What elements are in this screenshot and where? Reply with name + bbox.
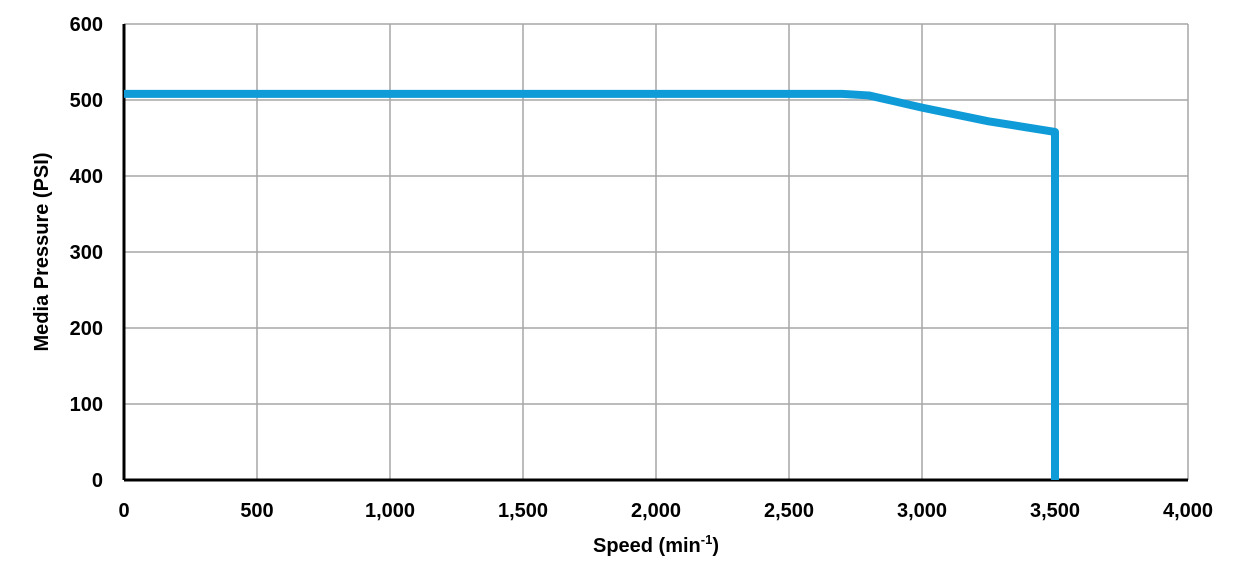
- series-line: [124, 89, 1059, 480]
- x-tick-label: 4,000: [1163, 500, 1213, 522]
- x-axis-label: Speed (min-1): [593, 532, 719, 557]
- y-tick-label: 300: [70, 242, 103, 264]
- y-axis-label: Media Pressure (PSI): [31, 153, 53, 352]
- x-tick-label: 1,500: [498, 500, 548, 522]
- y-tick-label: 500: [70, 90, 103, 112]
- x-tick-label: 1,000: [365, 500, 415, 522]
- y-tick-labels: 0 100 200 300 400 500 600: [70, 14, 103, 492]
- y-tick-label: 200: [70, 318, 103, 340]
- y-tick-label: 400: [70, 166, 103, 188]
- x-tick-label: 2,000: [631, 500, 681, 522]
- x-tick-label: 0: [118, 500, 129, 522]
- x-tick-labels: 0 500 1,000 1,500 2,000 2,500 3,000 3,500 4,000: [118, 500, 1213, 522]
- y-tick-label: 100: [70, 394, 103, 416]
- y-tick-label: 600: [70, 14, 103, 36]
- x-axis-label-close: ): [712, 535, 719, 557]
- series: [124, 89, 1059, 480]
- x-tick-label: 500: [240, 500, 273, 522]
- axes: [122, 24, 1188, 482]
- y-tick-label: 0: [92, 470, 103, 492]
- x-tick-label: 3,000: [897, 500, 947, 522]
- x-axis-label-main: Speed (min: [593, 535, 701, 557]
- x-tick-label: 2,500: [764, 500, 814, 522]
- x-axis-label-superscript: -1: [701, 532, 713, 547]
- x-tick-label: 3,500: [1030, 500, 1080, 522]
